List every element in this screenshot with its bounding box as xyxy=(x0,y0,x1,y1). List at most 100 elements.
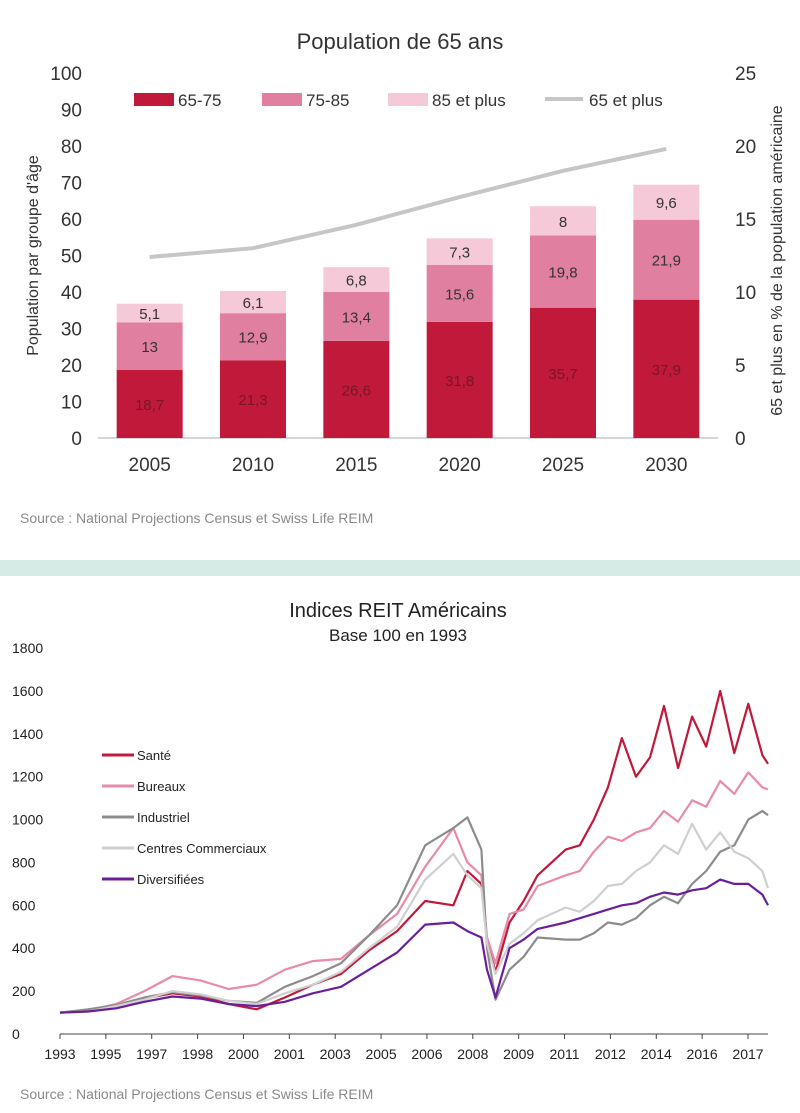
y-axis-title: Population par groupe d'âge xyxy=(25,155,42,356)
bar-data-label: 18,7 xyxy=(135,397,164,414)
x-tick-label: 2003 xyxy=(320,1046,351,1062)
bar-data-label: 21,9 xyxy=(652,253,681,270)
y-tick-label: 60 xyxy=(61,210,82,231)
bar-data-label: 9,6 xyxy=(656,195,677,212)
bar-segment xyxy=(220,360,286,438)
y-tick-label: 200 xyxy=(12,983,36,999)
y-tick-label: 0 xyxy=(12,1026,20,1042)
x-tick-label: 2011 xyxy=(549,1046,579,1062)
bar-data-label: 26,6 xyxy=(342,382,371,399)
bar-segment xyxy=(323,267,390,292)
y-tick-label: 100 xyxy=(50,64,82,85)
x-tick-label: 1993 xyxy=(44,1046,75,1062)
bar-data-label: 5,1 xyxy=(139,306,160,323)
legend-swatch xyxy=(262,93,302,106)
y-tick-label: 800 xyxy=(12,854,36,870)
bar-data-label: 6,1 xyxy=(243,295,264,312)
bar-segment xyxy=(220,313,286,361)
bar-segment xyxy=(323,340,390,438)
series-line xyxy=(59,878,769,1014)
y-tick-label: 50 xyxy=(61,247,82,268)
chart-subtitle: Base 100 en 1993 xyxy=(329,626,467,645)
x-tick-label: 2017 xyxy=(732,1046,763,1062)
bar-segment xyxy=(426,264,493,322)
legend-swatch xyxy=(134,93,174,106)
y2-tick-label: 5 xyxy=(735,356,746,377)
bar-segment xyxy=(530,206,596,236)
legend-label: Bureaux xyxy=(137,779,186,794)
y-tick-label: 10 xyxy=(61,393,82,414)
bar-data-label: 6,8 xyxy=(346,273,367,290)
x-tick-label: 2020 xyxy=(439,455,481,476)
bar-data-label: 15,6 xyxy=(445,286,474,303)
y-tick-label: 70 xyxy=(61,174,82,195)
legend-label: 85 et plus xyxy=(432,91,506,110)
y2-tick-label: 25 xyxy=(735,64,756,85)
y2-axis-title: 65 et plus en % de la population américa… xyxy=(769,105,786,416)
y-tick-label: 80 xyxy=(61,137,82,158)
bar-segment xyxy=(530,307,596,438)
bar-segment xyxy=(633,219,700,300)
y-tick-label: 1200 xyxy=(12,769,43,785)
bar-data-label: 37,9 xyxy=(652,362,681,379)
x-tick-label: 2010 xyxy=(232,455,274,476)
legend-label: Centres Commerciaux xyxy=(137,841,267,856)
x-tick-label: 2014 xyxy=(641,1046,672,1062)
y-tick-label: 1400 xyxy=(12,726,43,742)
bar-data-label: 12,9 xyxy=(238,330,267,347)
bar-segment xyxy=(116,303,183,323)
bar-segment xyxy=(633,299,700,438)
y-tick-label: 600 xyxy=(12,897,36,913)
x-tick-label: 2005 xyxy=(129,455,171,476)
y-tick-label: 1000 xyxy=(12,812,43,828)
bar-data-label: 19,8 xyxy=(548,265,577,282)
legend-label: 65-75 xyxy=(178,91,221,110)
y-tick-label: 30 xyxy=(61,320,82,341)
x-tick-label: 2000 xyxy=(228,1046,259,1062)
y-tick-label: 1800 xyxy=(12,640,43,656)
y2-tick-label: 10 xyxy=(735,283,756,304)
series-line xyxy=(59,822,770,1014)
bar-data-label: 8 xyxy=(559,214,567,231)
section-divider xyxy=(0,560,800,576)
y-tick-label: 90 xyxy=(61,101,82,122)
bar-data-label: 13,4 xyxy=(342,309,371,326)
y-tick-label: 1600 xyxy=(12,683,43,699)
legend-label: Industriel xyxy=(137,810,190,825)
bar-segment xyxy=(426,321,493,438)
bar-segment xyxy=(220,290,286,314)
x-tick-label: 2012 xyxy=(595,1046,626,1062)
bar-segment xyxy=(116,369,183,438)
legend-label: Santé xyxy=(137,748,171,763)
x-tick-label: 2005 xyxy=(365,1046,396,1062)
x-tick-label: 2006 xyxy=(411,1046,442,1062)
legend-label: 65 et plus xyxy=(589,91,663,110)
x-tick-label: 2009 xyxy=(503,1046,534,1062)
x-tick-label: 2016 xyxy=(687,1046,718,1062)
x-tick-label: 1995 xyxy=(90,1046,121,1062)
x-tick-label: 2025 xyxy=(542,455,584,476)
bar-data-label: 31,8 xyxy=(445,373,474,390)
bar-data-label: 7,3 xyxy=(449,245,470,262)
y2-tick-label: 0 xyxy=(735,429,746,450)
y-tick-label: 0 xyxy=(71,429,82,450)
x-tick-label: 2030 xyxy=(645,455,687,476)
y2-tick-label: 15 xyxy=(735,210,756,231)
bar-data-label: 35,7 xyxy=(548,366,577,383)
x-tick-label: 2001 xyxy=(274,1046,305,1062)
bar-data-label: 21,3 xyxy=(238,392,267,409)
chart-title: Population de 65 ans xyxy=(297,29,504,54)
population-chart: Population de 65 ans01020304050607080901… xyxy=(25,29,786,476)
y-tick-label: 40 xyxy=(61,283,82,304)
bar-data-label: 13 xyxy=(141,339,158,356)
reit-indices-chart: Indices REIT Américains Base 100 en 1993 0… xyxy=(12,600,770,1062)
x-tick-label: 1998 xyxy=(182,1046,213,1062)
series-line xyxy=(59,771,769,1014)
y-tick-label: 400 xyxy=(12,940,36,956)
legend-label: Diversifiées xyxy=(137,872,205,887)
bar-segment xyxy=(323,292,390,341)
chart-title: Indices REIT Américains xyxy=(289,600,507,622)
bar-segment xyxy=(116,322,183,370)
x-tick-label: 2008 xyxy=(457,1046,488,1062)
x-tick-label: 1997 xyxy=(136,1046,167,1062)
